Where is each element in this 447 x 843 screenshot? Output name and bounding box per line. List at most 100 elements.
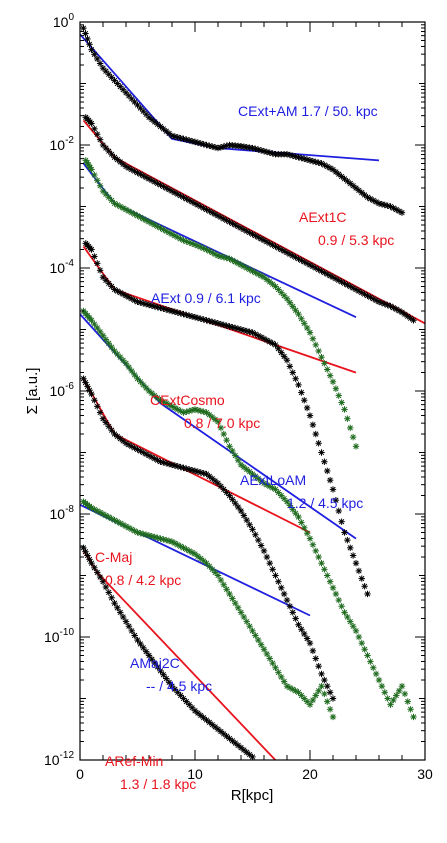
data-point bbox=[203, 560, 210, 567]
data-point bbox=[154, 663, 161, 671]
data-point bbox=[223, 586, 230, 593]
data-point bbox=[217, 253, 225, 260]
data-point bbox=[347, 544, 354, 552]
data-point bbox=[105, 589, 112, 596]
data-point bbox=[226, 323, 233, 330]
data-point bbox=[349, 552, 357, 559]
data-point bbox=[269, 659, 276, 667]
data-point bbox=[151, 178, 158, 186]
profile-scale-label: 0.8 / 4.2 kpc bbox=[105, 572, 181, 588]
data-point bbox=[122, 292, 130, 299]
data-point bbox=[94, 131, 101, 138]
data-point bbox=[303, 635, 311, 642]
data-point bbox=[275, 345, 282, 352]
data-point bbox=[278, 349, 285, 356]
data-point bbox=[283, 498, 291, 505]
data-point bbox=[361, 583, 368, 590]
data-point bbox=[266, 560, 273, 567]
data-point bbox=[315, 687, 322, 695]
data-point bbox=[315, 347, 322, 355]
data-point bbox=[329, 274, 337, 281]
data-point bbox=[125, 363, 133, 371]
data-point bbox=[324, 698, 331, 705]
data-point bbox=[309, 647, 317, 655]
data-point bbox=[375, 676, 383, 684]
data-point bbox=[209, 566, 216, 573]
data-point bbox=[88, 46, 95, 53]
data-point bbox=[246, 623, 253, 630]
data-point bbox=[344, 613, 351, 621]
data-point bbox=[200, 204, 207, 212]
data-point bbox=[275, 578, 282, 585]
data-point bbox=[102, 419, 110, 426]
data-point bbox=[303, 404, 311, 412]
data-point bbox=[255, 270, 262, 278]
data-point bbox=[157, 667, 164, 675]
data-point bbox=[91, 397, 98, 404]
data-point bbox=[163, 675, 170, 682]
data-point bbox=[318, 683, 325, 690]
data-point bbox=[214, 480, 222, 487]
data-point bbox=[165, 401, 173, 409]
x-tick-label: 10 bbox=[187, 766, 203, 782]
data-point bbox=[344, 415, 351, 422]
data-point bbox=[358, 575, 365, 582]
data-point bbox=[283, 357, 291, 364]
data-point bbox=[329, 486, 337, 493]
data-point bbox=[410, 317, 417, 324]
data-point bbox=[303, 324, 311, 332]
data-point bbox=[401, 690, 409, 698]
data-point bbox=[122, 523, 130, 530]
data-point bbox=[329, 695, 337, 702]
profile-label: AExt1C bbox=[299, 209, 346, 225]
data-point bbox=[321, 360, 328, 367]
data-point bbox=[249, 627, 256, 635]
data-point bbox=[326, 706, 334, 713]
plot-frame bbox=[79, 21, 426, 761]
data-point bbox=[306, 412, 314, 419]
data-point bbox=[122, 618, 130, 625]
data-point bbox=[338, 173, 345, 180]
data-point bbox=[275, 669, 282, 676]
y-tick-label: 10-10 bbox=[44, 627, 74, 645]
profile-label: CExt+AM 1.7 / 50. kpc bbox=[238, 103, 378, 119]
data-point bbox=[298, 519, 305, 526]
data-point bbox=[312, 341, 319, 349]
data-point bbox=[105, 423, 112, 430]
data-point bbox=[338, 603, 345, 610]
data-point bbox=[125, 207, 133, 215]
data-point bbox=[128, 627, 135, 635]
data-point bbox=[358, 639, 365, 647]
data-point bbox=[312, 547, 319, 555]
data-point bbox=[352, 627, 360, 635]
data-point bbox=[94, 403, 101, 410]
data-point bbox=[257, 272, 265, 279]
data-point bbox=[347, 283, 354, 290]
data-point bbox=[220, 430, 227, 438]
data-point bbox=[295, 381, 302, 389]
data-point bbox=[309, 421, 317, 429]
data-point bbox=[384, 301, 391, 309]
data-point bbox=[393, 306, 400, 313]
data-point bbox=[384, 695, 391, 702]
data-point bbox=[229, 496, 236, 503]
data-point bbox=[372, 670, 380, 678]
data-point bbox=[292, 375, 299, 382]
profile-label: AExtLoAM bbox=[240, 472, 306, 488]
data-point bbox=[329, 713, 337, 721]
data-point bbox=[88, 120, 95, 127]
data-point bbox=[257, 333, 265, 341]
data-point bbox=[381, 689, 388, 696]
data-point bbox=[105, 340, 112, 347]
y-tick-label: 100 bbox=[53, 12, 75, 30]
data-point bbox=[257, 542, 265, 549]
data-point bbox=[151, 659, 158, 667]
data-point bbox=[312, 655, 319, 662]
data-point bbox=[349, 433, 357, 441]
y-tick-label: 10-2 bbox=[50, 135, 75, 153]
data-point bbox=[114, 604, 121, 611]
data-point bbox=[309, 541, 317, 548]
data-point bbox=[194, 314, 202, 322]
data-point bbox=[338, 518, 345, 525]
profile-scale-label: -- / 4.5 kpc bbox=[146, 678, 212, 694]
